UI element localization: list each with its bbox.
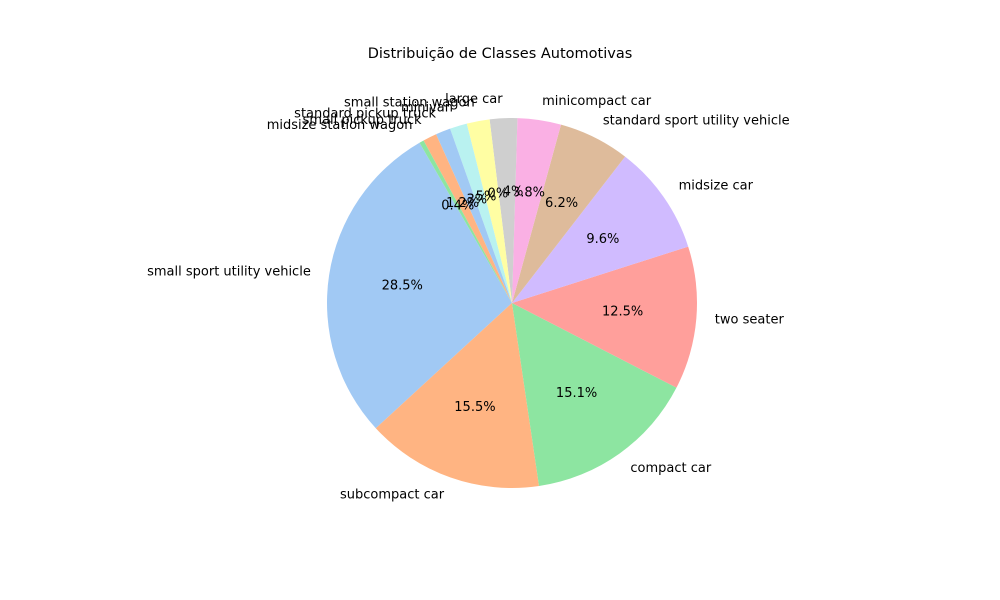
slice-label: standard pickup truck: [294, 107, 436, 122]
pie-slice: [450, 123, 512, 303]
slice-label: small pickup truck: [303, 113, 422, 128]
slice-label: two seater: [715, 312, 785, 327]
slice-label: small sport utility vehicle: [147, 265, 311, 280]
slice-label: compact car: [630, 461, 711, 476]
slice-label: large car: [445, 92, 503, 107]
slice-label: minicompact car: [542, 94, 652, 109]
pie-slice: [436, 128, 512, 303]
pie-slice: [512, 303, 677, 487]
slice-percent-label: 15.1%: [556, 386, 597, 401]
slice-percent-label: 6.2%: [545, 196, 578, 211]
slice-percent-label: 12.5%: [602, 305, 643, 320]
pie-slice: [512, 124, 626, 303]
pie-slice: [512, 156, 689, 303]
pie-slice: [375, 303, 540, 489]
slice-percent-label: 28.5%: [382, 279, 423, 294]
chart-title: Distribuição de Classes Automotivas: [367, 46, 633, 62]
slice-label: small station wagon: [344, 95, 475, 110]
pie-slice: [423, 134, 512, 303]
slice-percent-label: 9.6%: [586, 232, 619, 247]
slice-percent-label: 15.5%: [454, 400, 495, 415]
slice-label: subcompact car: [340, 487, 445, 502]
slice-percent-label: 3.8%: [512, 186, 545, 201]
pie-slice: [466, 119, 512, 303]
slice-percent-label: 0.4%: [441, 199, 474, 214]
pie-slice: [419, 140, 512, 303]
slice-label: midsize car: [679, 179, 754, 194]
slice-label: midsize station wagon: [267, 118, 413, 133]
pie-slice: [326, 142, 512, 429]
pie-slice: [512, 118, 562, 303]
pie-slice: [512, 246, 697, 388]
slice-label: minivan: [401, 101, 453, 116]
pie-slice: [489, 118, 518, 303]
slice-label: standard sport utility vehicle: [603, 113, 790, 128]
